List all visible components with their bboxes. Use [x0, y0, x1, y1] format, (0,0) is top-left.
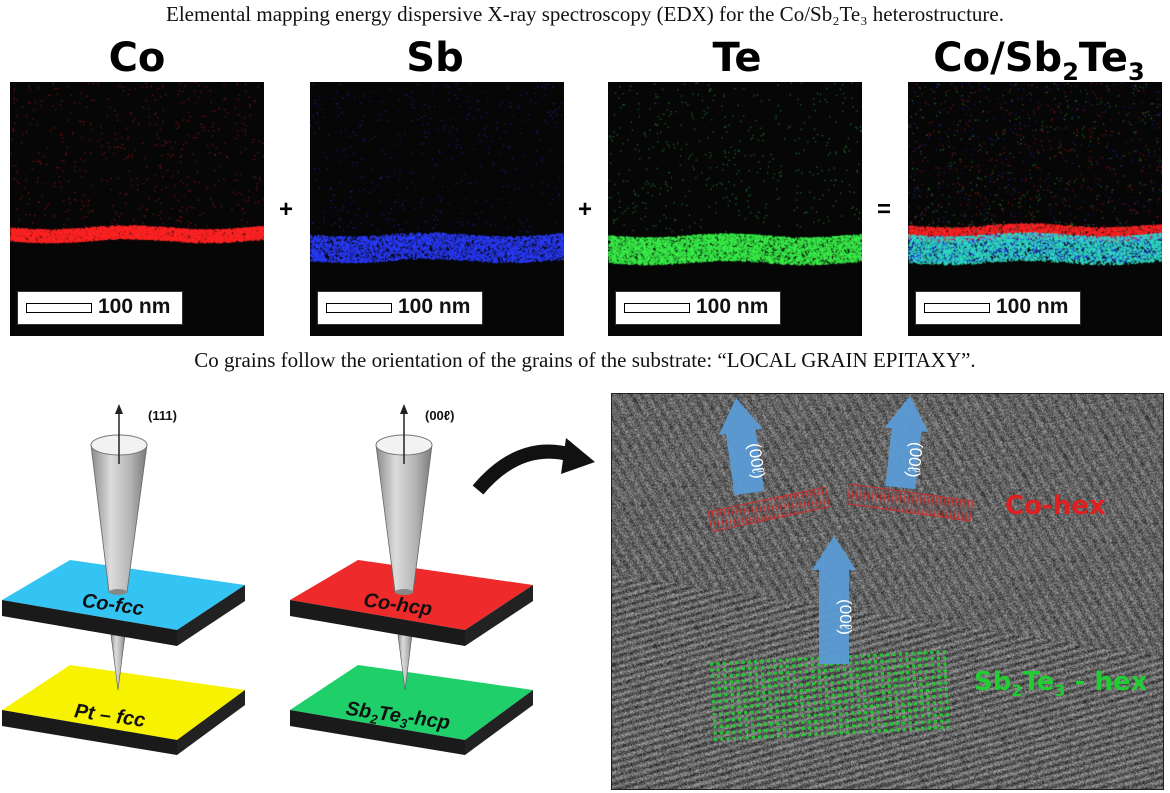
sb2te3-hcp-plate: Sb2Te3-hcp — [290, 665, 533, 755]
growth-direction-arrow: (00ℓ) — [884, 396, 929, 490]
axis-label-111: (111) — [148, 408, 177, 423]
scale-bar: 100 nm — [615, 291, 781, 325]
scale-bar: 100 nm — [317, 291, 483, 325]
edx-map-co: 100 nm — [10, 82, 264, 336]
scale-bar: 100 nm — [915, 291, 1081, 325]
growth-direction-arrow: (00ℓ) — [812, 536, 856, 664]
edx-map-sb: 100 nm — [310, 82, 564, 336]
top-caption: Elemental mapping energy dispersive X-ra… — [166, 2, 1004, 26]
label-te: Te — [712, 35, 762, 81]
co-lattice-band — [846, 483, 974, 522]
equals-operator: = — [877, 196, 892, 223]
co-hcp-plate: Co-hcp — [290, 560, 533, 646]
plus-operator: + — [279, 196, 294, 223]
label-co-sbte: Co/Sb2Te3 — [933, 35, 1145, 86]
epitaxy-schematic: Pt – fcc Co-fcc (111) Sb2Te3-hcp — [2, 404, 595, 755]
hrtem-image: (00ℓ) (00ℓ) (00ℓ) Co-hex Sb2Te3 - hex — [611, 393, 1164, 790]
arrow-direction-label: (00ℓ) — [904, 441, 927, 479]
edx-map-te: 100 nm — [608, 82, 862, 336]
co-fcc-plate: Co-fcc — [2, 560, 245, 646]
pt-fcc-plate: Pt – fcc — [2, 665, 245, 755]
growth-direction-arrow: (00ℓ) — [718, 398, 769, 496]
label-co: Co — [108, 35, 166, 81]
sb2te3-lattice-grid — [709, 650, 951, 742]
sb2te3-hex-label: Sb2Te3 - hex — [974, 667, 1148, 701]
arrow-direction-label: (00ℓ) — [836, 599, 855, 635]
label-sb: Sb — [406, 35, 464, 81]
mid-caption: Co grains follow the orientation of the … — [194, 348, 976, 372]
right-model: Sb2Te3-hcp Co-hcp (00ℓ) — [290, 404, 533, 755]
scale-bar: 100 nm — [17, 291, 183, 325]
plus-operator: + — [578, 196, 593, 223]
arrow-direction-label: (00ℓ) — [745, 442, 769, 480]
curved-arrow — [472, 438, 595, 495]
left-model: Pt – fcc Co-fcc (111) — [2, 404, 245, 755]
co-hex-label: Co-hex — [1005, 491, 1106, 521]
axis-label-00l: (00ℓ) — [425, 408, 454, 423]
edx-map-combined: 100 nm — [908, 82, 1162, 336]
co-lattice-band — [707, 486, 831, 533]
